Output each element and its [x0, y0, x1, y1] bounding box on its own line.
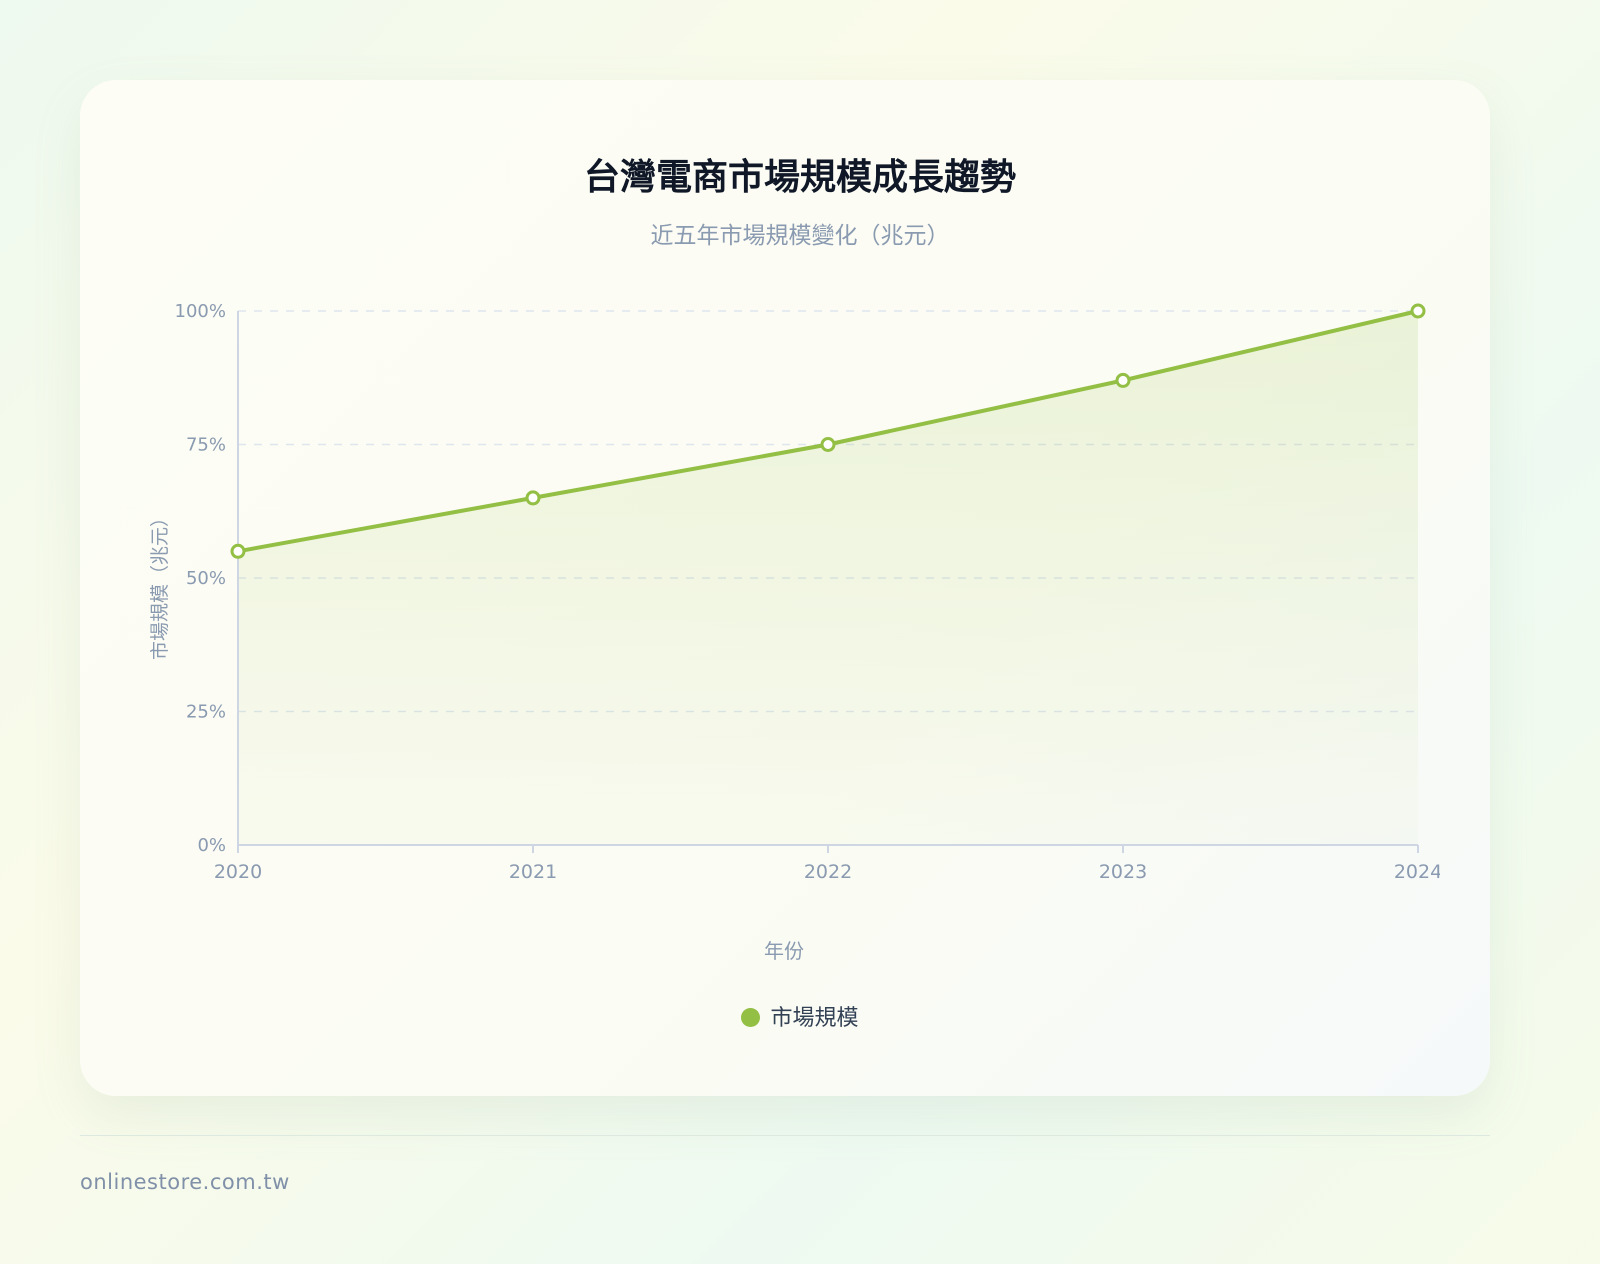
data-point[interactable]: [820, 437, 836, 452]
data-point[interactable]: [525, 490, 541, 506]
legend-marker: [741, 1008, 761, 1027]
area-fill: [238, 311, 1418, 845]
legend-label: 市場規模: [770, 1006, 859, 1031]
chart-subtitle: 近五年市場規模變化（兆元）: [650, 223, 950, 249]
line-chart: 0% 25% 50% 75% 100% 2020 2021 2022 2023 2024 年份 市…: [149, 301, 1440, 963]
y-tick-label: 50%: [186, 568, 226, 589]
y-tick-label: 0%: [197, 835, 226, 856]
data-point[interactable]: [230, 543, 246, 559]
data-point[interactable]: [1115, 372, 1131, 388]
y-tick-label: 100%: [175, 301, 226, 322]
x-tick-label: 2024: [1394, 861, 1440, 883]
y-tick-label: 75%: [186, 435, 226, 456]
y-axis-label: 市場規模（兆元）: [149, 508, 171, 660]
data-point[interactable]: [1410, 303, 1426, 319]
x-tick-label: 2022: [804, 861, 852, 883]
footer-domain: onlinestore.com.tw: [80, 1170, 290, 1194]
x-tick-label: 2021: [509, 861, 557, 883]
x-axis-label: 年份: [764, 939, 804, 963]
legend[interactable]: 市場規模: [0, 1000, 1600, 1032]
x-tick-label: 2023: [1099, 861, 1147, 883]
divider: [80, 1135, 1490, 1136]
chart-title: 台灣電商市場規模成長趨勢: [583, 157, 1016, 198]
x-tick-label: 2020: [214, 861, 262, 883]
y-tick-label: 25%: [186, 702, 226, 723]
